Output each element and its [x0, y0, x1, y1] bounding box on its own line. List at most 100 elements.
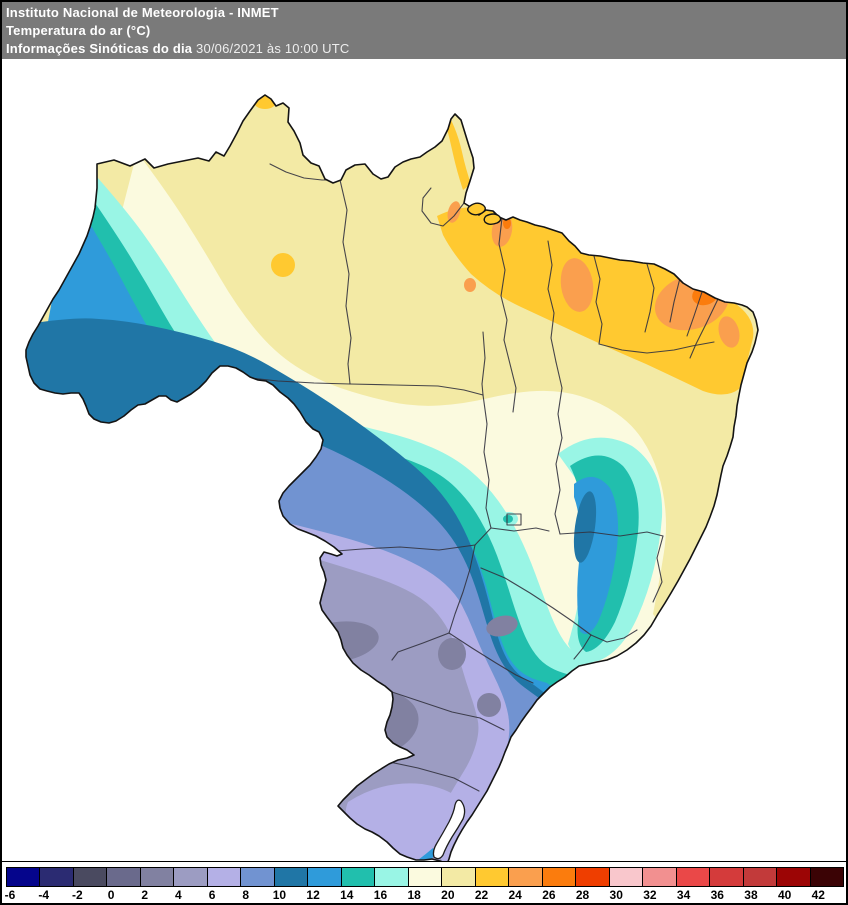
- color-scale-swatches: [6, 867, 845, 887]
- legend-tick-label: 24: [508, 888, 522, 902]
- legend-tick-label: 12: [306, 888, 320, 902]
- overlay-cold-2-4: [486, 615, 518, 637]
- synoptic-info-label: Informações Sinóticas do dia: [6, 41, 193, 56]
- state-boundary-line: [555, 361, 563, 439]
- overlay-gold-coast-22-24: [437, 207, 754, 395]
- legend-color-swatch: [6, 867, 41, 887]
- legend-color-swatch: [675, 867, 711, 887]
- overlay-cold-2-4: [438, 638, 466, 670]
- legend-tick-label: 34: [676, 888, 691, 902]
- legend-tick-label: 26: [542, 888, 556, 902]
- state-boundary-line: [503, 339, 517, 413]
- state-boundary-line: [339, 179, 352, 385]
- legend-color-swatch: [742, 867, 778, 887]
- legend-color-swatch: [575, 867, 610, 887]
- legend-tick-label: 36: [710, 888, 724, 902]
- overlay-orange-24-26: [447, 201, 461, 223]
- band-4-6: [26, 560, 758, 864]
- state-boundary-line: [480, 567, 592, 636]
- map-title-bar: Instituto Nacional de Meteorologia - INM…: [2, 2, 846, 59]
- state-boundary-line: [391, 691, 505, 731]
- legend-color-swatch: [508, 867, 543, 887]
- brazil-temperature-map: [2, 59, 846, 865]
- synoptic-datetime: 30/06/2021 às 10:00 UTC: [192, 41, 350, 56]
- legend-tick-label: 14: [340, 888, 354, 902]
- legend-tick-label: 2: [141, 888, 149, 902]
- legend-tick-label: -6: [4, 888, 16, 902]
- state-boundary-line: [481, 331, 486, 396]
- legend-color-swatch: [39, 867, 74, 887]
- legend-tick-label: 6: [208, 888, 216, 902]
- legend-tick-label: -2: [72, 888, 83, 902]
- legend-tick-label: 20: [441, 888, 455, 902]
- state-boundary-line: [448, 632, 534, 684]
- state-boundary-line: [669, 277, 681, 323]
- legend-tick-label: 42: [811, 888, 825, 902]
- legend-color-swatch: [273, 867, 309, 887]
- state-boundary-line: [559, 531, 664, 537]
- state-boundary-line: [686, 291, 703, 337]
- brazil-outline: [25, 94, 759, 865]
- legend-color-swatch: [106, 867, 141, 887]
- state-boundary-line: [590, 629, 638, 643]
- legend-color-swatch: [474, 867, 510, 887]
- state-boundary-line: [554, 437, 563, 535]
- legend-color-swatch: [776, 867, 811, 887]
- overlay-df-teal: [503, 515, 513, 523]
- legend-color-swatch: [206, 867, 242, 887]
- state-boundary-line: [448, 544, 476, 634]
- synoptic-info-line: Informações Sinóticas do dia 30/06/2021 …: [6, 40, 846, 58]
- temperature-color-scale: -6 -4 -2 0 2 4 6 8 10 12 14 16 18 20 22 24 26 28 30 32 34 36 3…: [2, 861, 846, 903]
- state-boundary-line: [323, 527, 492, 553]
- legend-tick-label: 40: [777, 888, 792, 902]
- legend-color-swatch: [642, 867, 677, 887]
- state-boundary-line: [506, 513, 522, 526]
- overlay-gold-amapa-edge: [446, 120, 471, 190]
- legend-tick-label: 38: [744, 888, 758, 902]
- state-boundary-line: [644, 263, 655, 333]
- state-boundary-line: [652, 535, 664, 603]
- map-canvas: [2, 59, 846, 865]
- legend-color-swatch: [374, 867, 409, 887]
- legend-tick-label: 8: [242, 888, 250, 902]
- legend-tick-label: 30: [609, 888, 623, 902]
- overlay-orange-24-26: [464, 278, 476, 292]
- legend-color-swatch: [139, 867, 175, 887]
- legend-color-swatch: [173, 867, 208, 887]
- legend-tick-label: 32: [643, 888, 657, 902]
- legend-tick-label: 10: [272, 888, 287, 902]
- state-boundary-line: [593, 255, 603, 345]
- state-boundary-line: [689, 298, 719, 359]
- variable-title: Temperatura do ar (°C): [6, 23, 151, 38]
- state-boundary-line: [391, 632, 450, 661]
- state-boundary-line: [421, 187, 465, 227]
- legend-color-swatch: [72, 867, 108, 887]
- overlay-cold-2-4: [477, 693, 501, 717]
- legend-color-swatch: [608, 867, 644, 887]
- state-boundary-line: [482, 394, 492, 529]
- overlay-gold-spot: [271, 253, 295, 277]
- legend-color-swatch: [407, 867, 443, 887]
- legend-tick-label: 22: [474, 888, 489, 902]
- overlay-orange-24-26: [560, 258, 594, 312]
- overlay-tongue-core: [573, 491, 597, 563]
- legend-tick-label: 16: [373, 888, 388, 902]
- state-boundary-line: [573, 634, 592, 660]
- institution-title: Instituto Nacional de Meteorologia - INM…: [6, 5, 279, 20]
- state-boundary-line: [498, 217, 508, 341]
- overlay-orange-24-26: [718, 316, 740, 348]
- estuary-island: [483, 213, 502, 225]
- legend-tick-label: -4: [38, 888, 50, 902]
- legend-tick-label: 18: [407, 888, 421, 902]
- legend-color-swatch: [340, 867, 376, 887]
- estuary-island: [467, 202, 486, 216]
- state-boundary-line: [598, 341, 715, 354]
- state-boundary-line: [249, 377, 351, 385]
- coastal-lagoon: [432, 799, 466, 860]
- legend-color-swatch: [240, 867, 275, 887]
- legend-tick-label: 0: [107, 888, 115, 902]
- state-boundary-line: [490, 527, 550, 532]
- legend-tick-label: 28: [575, 888, 590, 902]
- legend-color-swatch: [307, 867, 342, 887]
